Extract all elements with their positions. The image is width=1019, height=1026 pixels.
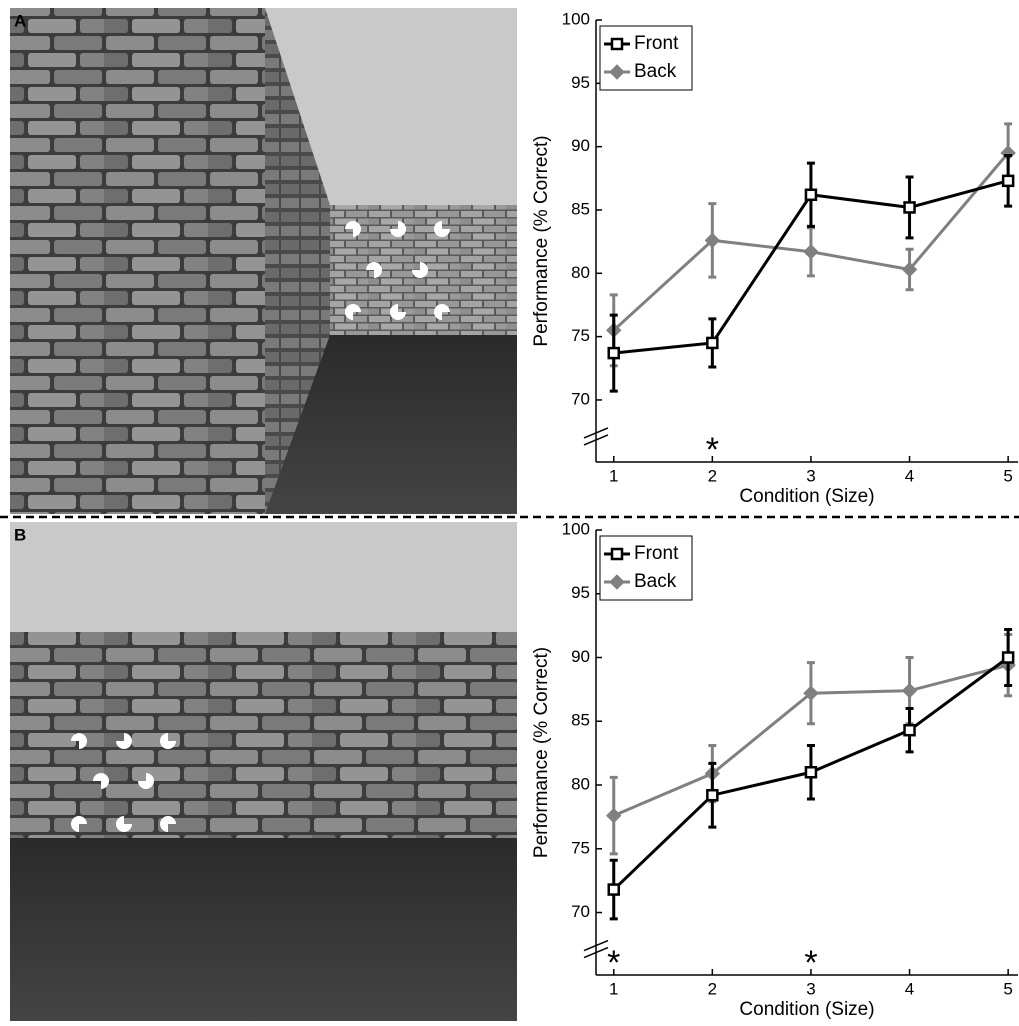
- x-tick-label: 1: [609, 979, 618, 998]
- y-tick-label: 80: [571, 263, 590, 282]
- marker: [609, 348, 619, 358]
- page: A 70 75 80 85 90 95 100 1 2 3 4 5 Condition (Size) Per…: [0, 0, 1019, 1026]
- x-axis-label: Condition (Size): [739, 486, 874, 507]
- x-tick-label: 5: [1003, 466, 1012, 485]
- marker: [607, 809, 621, 823]
- y-tick-label: 75: [571, 838, 590, 857]
- marker: [707, 338, 717, 348]
- annotation: *: [706, 431, 719, 469]
- legend-label: Back: [634, 61, 677, 82]
- scene-b: [10, 522, 517, 1021]
- legend-label: Front: [634, 543, 679, 564]
- panel-label: A: [14, 11, 26, 30]
- y-axis-label: Performance (% Correct): [531, 647, 552, 858]
- annotation: *: [607, 944, 620, 982]
- annotation: *: [804, 944, 817, 982]
- x-tick-label: 4: [905, 979, 914, 998]
- marker: [609, 885, 619, 895]
- y-tick-label: 80: [571, 774, 590, 793]
- y-tick-label: 100: [562, 9, 590, 28]
- scene-a: [10, 8, 517, 514]
- legend-label: Front: [634, 33, 679, 54]
- x-tick-label: 5: [1003, 979, 1012, 998]
- x-tick-label: 2: [708, 466, 717, 485]
- marker: [1003, 653, 1013, 663]
- y-tick-label: 70: [571, 902, 590, 921]
- x-tick-label: 2: [708, 979, 717, 998]
- y-tick-label: 90: [571, 647, 590, 666]
- panel-label: B: [14, 525, 26, 544]
- figure: A 70 75 80 85 90 95 100 1 2 3 4 5 Condition (Size) Per…: [0, 0, 1019, 1026]
- y-tick-label: 95: [571, 583, 590, 602]
- y-tick-label: 90: [571, 136, 590, 155]
- y-tick-label: 70: [571, 389, 590, 408]
- marker: [806, 190, 816, 200]
- legend-marker: [612, 39, 622, 49]
- marker: [905, 725, 915, 735]
- marker: [804, 245, 818, 259]
- marker: [707, 790, 717, 800]
- x-tick-label: 3: [806, 466, 815, 485]
- x-tick-label: 1: [609, 466, 618, 485]
- legend-label: Back: [634, 571, 677, 592]
- x-axis-label: Condition (Size): [739, 999, 874, 1020]
- y-axis-label: Performance (% Correct): [531, 135, 552, 346]
- y-tick-label: 85: [571, 199, 590, 218]
- y-tick-label: 85: [571, 711, 590, 730]
- marker: [905, 202, 915, 212]
- y-tick-label: 75: [571, 326, 590, 345]
- y-tick-label: 100: [562, 519, 590, 538]
- x-tick-label: 3: [806, 979, 815, 998]
- y-tick-label: 95: [571, 73, 590, 92]
- x-tick-label: 4: [905, 466, 914, 485]
- marker: [1003, 176, 1013, 186]
- marker: [806, 767, 816, 777]
- marker: [903, 684, 917, 698]
- legend-marker: [612, 549, 622, 559]
